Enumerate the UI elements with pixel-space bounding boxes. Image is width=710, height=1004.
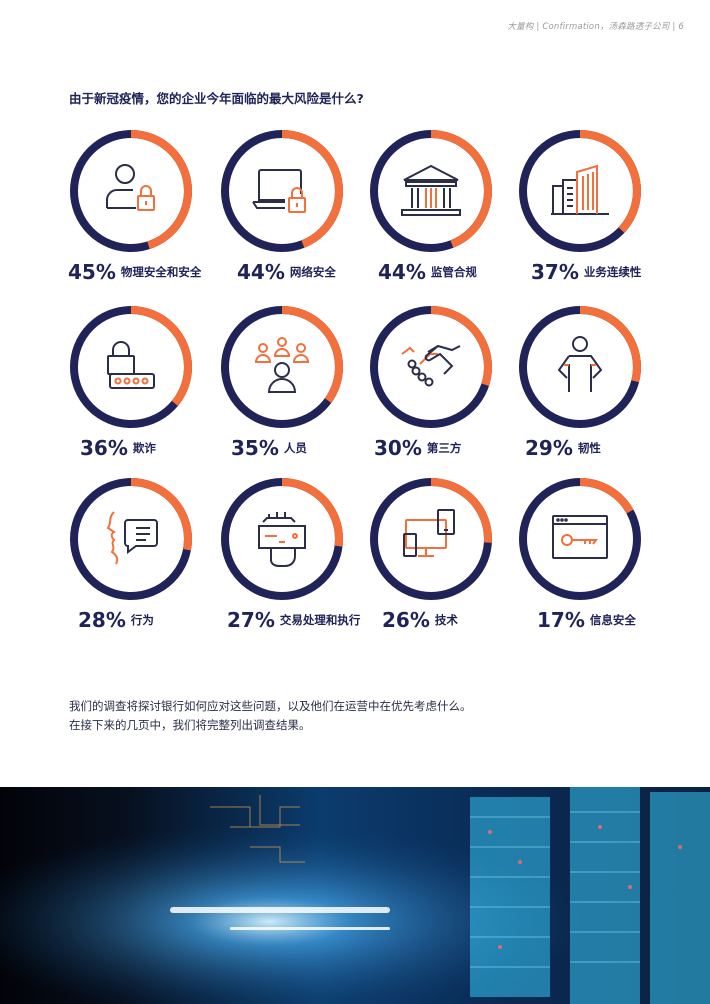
ring-value-arc — [70, 478, 192, 600]
risk-stat: 29% 韧性 — [525, 436, 601, 460]
risk-percent: 29% — [525, 436, 573, 460]
speech-face-icon — [106, 511, 158, 565]
risk-tile: 45% 物理安全和安全 — [68, 128, 228, 298]
body-line: 我们的调查将探讨银行如何应对这些问题，以及他们在运营中在优先考虑什么。 — [69, 699, 472, 713]
ring-value-arc — [370, 130, 492, 252]
percentage-ring — [221, 130, 343, 252]
survey-question: 由于新冠疫情，您的企业今年面临的最大风险是什么? — [69, 91, 364, 106]
risk-percent: 36% — [80, 436, 128, 460]
risk-stat: 26% 技术 — [382, 608, 458, 632]
risk-grid: 45% 物理安全和安全 44% 网络安全 — [68, 128, 677, 646]
ring-value-arc — [70, 130, 192, 252]
risk-tile: 36% 欺诈 — [68, 304, 228, 474]
risk-stat: 45% 物理安全和安全 — [68, 260, 201, 284]
person-lock-icon — [106, 164, 155, 211]
percentage-ring — [221, 306, 343, 428]
percentage-ring — [70, 130, 192, 252]
laptop-lock-icon — [252, 169, 306, 213]
percentage-ring — [519, 478, 641, 600]
risk-stat: 36% 欺诈 — [80, 436, 156, 460]
ring-value-arc — [221, 478, 343, 600]
data-center-photo — [0, 787, 710, 1004]
risk-percent: 26% — [382, 608, 430, 632]
body-paragraph: 我们的调查将探讨银行如何应对这些问题，以及他们在运营中在优先考虑什么。 在接下来… — [69, 697, 472, 735]
risk-label: 监管合规 — [430, 265, 477, 279]
ring-value-arc — [70, 306, 192, 428]
risk-tile: 28% 行为 — [68, 476, 228, 646]
risk-percent: 44% — [378, 260, 426, 284]
risk-percent: 35% — [231, 436, 279, 460]
page-header: 大量构 | Confirmation，汤森路透子公司 | 6 — [507, 22, 684, 32]
percentage-ring — [370, 306, 492, 428]
ring-value-arc — [370, 478, 492, 600]
percentage-ring — [221, 478, 343, 600]
risk-percent: 37% — [531, 260, 579, 284]
risk-percent: 44% — [237, 260, 285, 284]
risk-label: 交易处理和执行 — [279, 613, 361, 627]
ring-value-arc — [519, 130, 641, 252]
server-room-image — [0, 787, 710, 1004]
bank-building-icon — [401, 164, 461, 216]
risk-tile: 30% 第三方 — [368, 304, 528, 474]
risk-stat: 35% 人员 — [231, 436, 307, 460]
risk-label: 技术 — [434, 613, 458, 627]
risk-label: 欺诈 — [132, 441, 156, 455]
card-hand-icon — [258, 512, 306, 567]
risk-stat: 37% 业务连续性 — [531, 260, 641, 284]
risk-label: 网络安全 — [289, 265, 336, 279]
risk-percent: 30% — [374, 436, 422, 460]
risk-stat: 44% 网络安全 — [237, 260, 336, 284]
risk-percent: 45% — [68, 260, 116, 284]
ring-value-arc — [519, 306, 641, 428]
people-group-icon — [254, 337, 310, 393]
risk-stat: 28% 行为 — [78, 608, 154, 632]
risk-percent: 28% — [78, 608, 126, 632]
percentage-ring — [519, 306, 641, 428]
percentage-ring — [70, 306, 192, 428]
browser-key-icon — [552, 515, 608, 559]
risk-label: 第三方 — [426, 441, 462, 455]
risk-tile: 35% 人员 — [219, 304, 379, 474]
percentage-ring — [370, 478, 492, 600]
risk-tile: 29% 韧性 — [517, 304, 677, 474]
percentage-ring — [370, 130, 492, 252]
risk-tile: 37% 业务连续性 — [517, 128, 677, 298]
risk-tile: 26% 技术 — [368, 476, 528, 646]
percentage-ring — [519, 130, 641, 252]
strong-person-icon — [557, 336, 603, 392]
risk-percent: 17% — [537, 608, 585, 632]
risk-label: 行为 — [130, 613, 154, 627]
risk-tile: 27% 交易处理和执行 — [219, 476, 379, 646]
ring-value-arc — [221, 130, 343, 252]
risk-label: 物理安全和安全 — [120, 265, 202, 279]
ring-value-arc — [370, 306, 492, 428]
ring-value-arc — [519, 478, 641, 600]
risk-tile: 17% 信息安全 — [517, 476, 677, 646]
ring-value-arc — [221, 306, 343, 428]
risk-percent: 27% — [227, 608, 275, 632]
risk-stat: 27% 交易处理和执行 — [227, 608, 360, 632]
risk-tile: 44% 监管合规 — [368, 128, 528, 298]
body-line: 在接下来的几页中，我们将完整列出调查结果。 — [69, 718, 311, 732]
risk-tile: 44% 网络安全 — [219, 128, 379, 298]
handshake-icon — [401, 344, 461, 387]
risk-label: 信息安全 — [589, 613, 636, 627]
risk-stat: 30% 第三方 — [374, 436, 461, 460]
risk-label: 业务连续性 — [583, 265, 642, 279]
risk-label: 人员 — [283, 441, 307, 455]
lock-password-icon — [107, 341, 155, 389]
risk-stat: 17% 信息安全 — [537, 608, 636, 632]
risk-stat: 44% 监管合规 — [378, 260, 477, 284]
office-buildings-icon — [551, 164, 609, 215]
devices-icon — [403, 509, 455, 557]
percentage-ring — [70, 478, 192, 600]
risk-label: 韧性 — [577, 441, 601, 455]
